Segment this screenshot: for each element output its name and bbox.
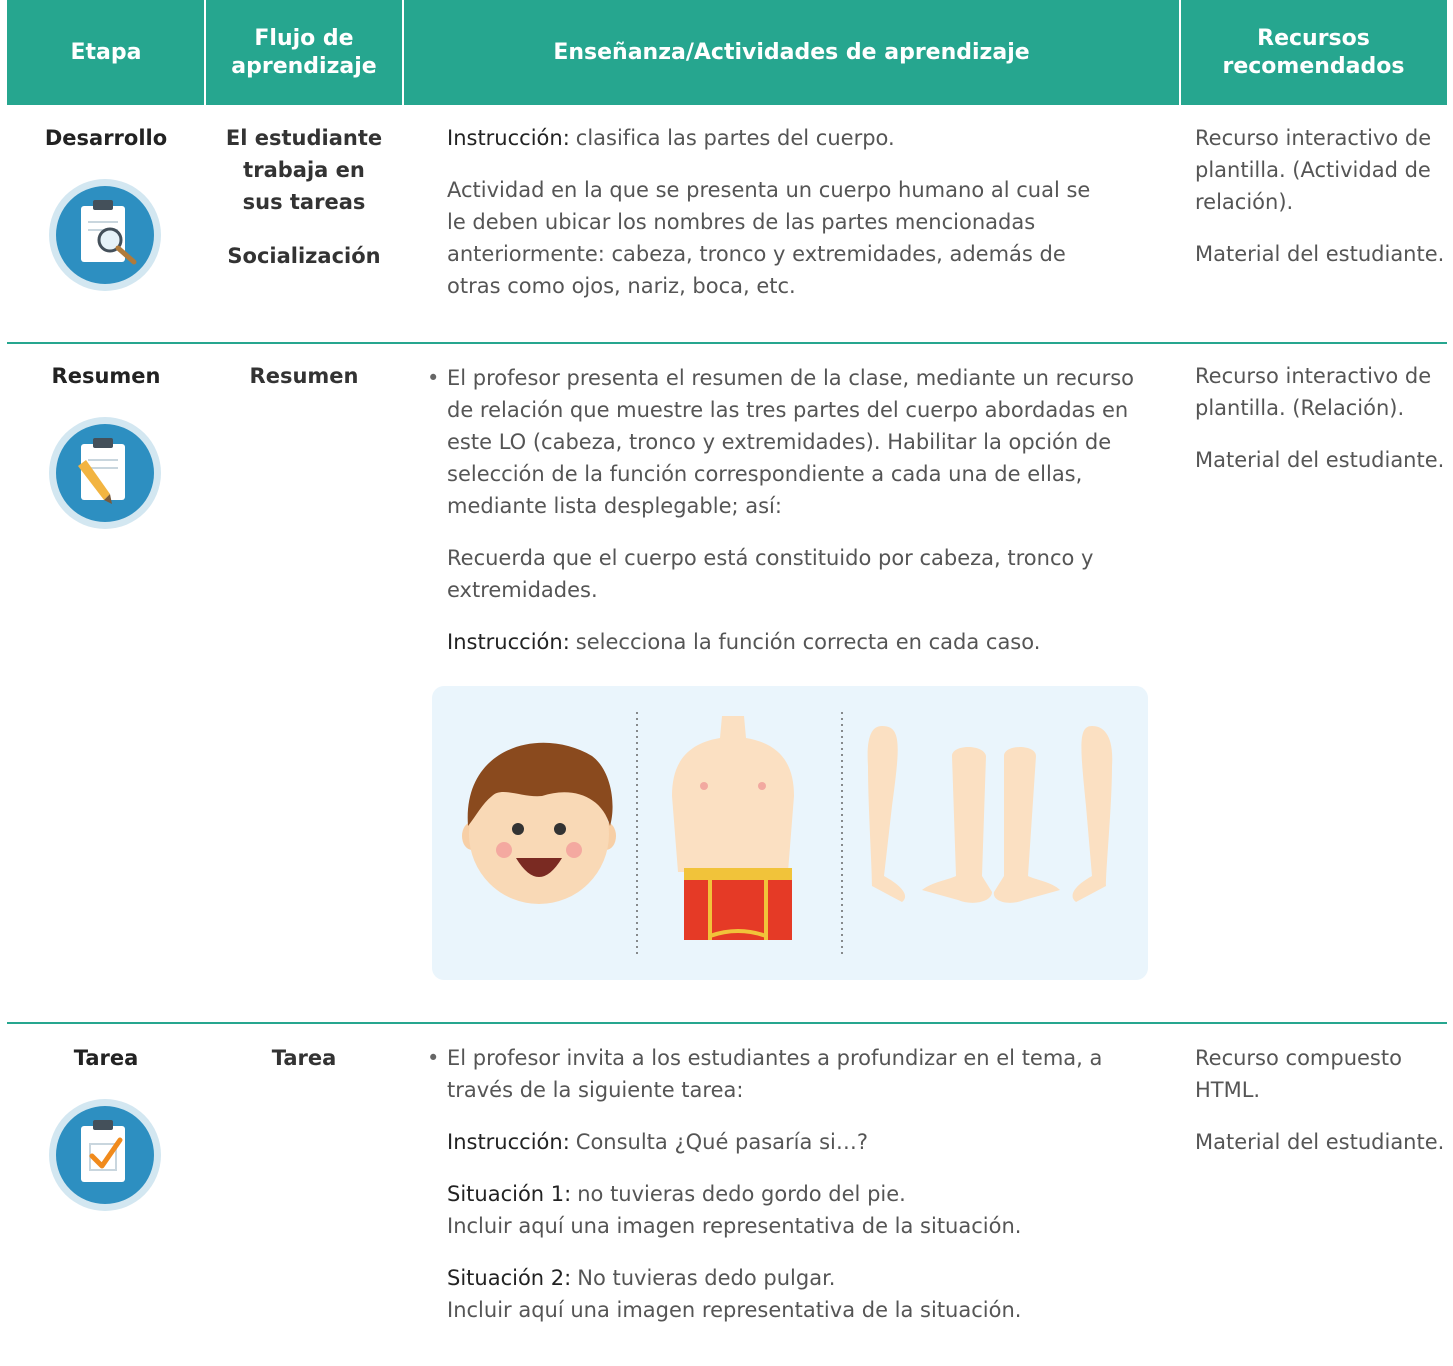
body-parts-illustration bbox=[432, 686, 1148, 980]
paragraph: Recuerda que el cuerpo está constituido … bbox=[447, 546, 1094, 602]
resource: Recurso compuesto HTML. bbox=[1195, 1046, 1402, 1102]
flow-item: Tarea bbox=[271, 1046, 337, 1070]
header-cell: Flujo de aprendizaje bbox=[231, 25, 377, 79]
label: Instrucción: bbox=[447, 126, 570, 150]
row-divider bbox=[7, 1022, 1447, 1024]
flow-item: Resumen bbox=[249, 364, 359, 388]
flow-item: El estudiante trabaja en sus tareas bbox=[225, 126, 383, 214]
text: clasifica las partes del cuerpo. bbox=[575, 126, 895, 150]
flow: El estudiante trabaja en sus tareas Soci… bbox=[205, 122, 403, 294]
resource: Recurso interactivo de plantilla. (Relac… bbox=[1195, 364, 1432, 420]
bullet: El profesor invita a los estudiantes a p… bbox=[427, 1042, 1159, 1106]
text: selecciona la función correcta en cada c… bbox=[575, 630, 1041, 654]
stage-icon bbox=[49, 179, 161, 291]
paragraph: Instrucción: selecciona la función correc… bbox=[447, 626, 1159, 658]
divider bbox=[204, 0, 206, 105]
bullet-list: El profesor invita a los estudiantes a p… bbox=[427, 1042, 1159, 1106]
header-cell: Enseñanza/Actividades de aprendizaje bbox=[553, 39, 1030, 65]
text: no tuvieras dedo gordo del pie. bbox=[577, 1182, 906, 1206]
resource: Material del estudiante. bbox=[1195, 242, 1445, 266]
paragraph: Instrucción: Consulta ¿Qué pasaría si…? bbox=[447, 1126, 1159, 1158]
note: Incluir aquí una imagen representativa d… bbox=[447, 1298, 1022, 1322]
stage-icon bbox=[49, 1099, 161, 1211]
label: Instrucción: bbox=[447, 630, 570, 654]
resource: Material del estudiante. bbox=[1195, 1130, 1445, 1154]
paragraph: Situación 2: No tuvieras dedo pulgar. Incl… bbox=[447, 1262, 1159, 1326]
stage: Desarrollo bbox=[44, 126, 168, 150]
stage: Tarea bbox=[73, 1046, 139, 1070]
divider bbox=[1179, 0, 1181, 105]
label: Situación 2: bbox=[447, 1266, 572, 1290]
table-header: Etapa Flujo de aprendizaje Enseñanza/Act… bbox=[7, 0, 1447, 105]
activities: Instrucción: clasifica las partes del cue… bbox=[447, 122, 1159, 322]
flow-item: Socialización bbox=[227, 244, 381, 268]
paragraph: Actividad en la que se presenta un cuerp… bbox=[447, 178, 1091, 298]
paragraph: Instrucción: clasifica las partes del cue… bbox=[447, 122, 1159, 154]
resource: Material del estudiante. bbox=[1195, 448, 1445, 472]
resources: Recurso interactivo de plantilla. (Activ… bbox=[1195, 122, 1445, 290]
header-cell: Recursos recomendados bbox=[1222, 25, 1405, 79]
bullet: El profesor presenta el resumen de la cl… bbox=[427, 362, 1159, 522]
text: No tuvieras dedo pulgar. bbox=[577, 1266, 836, 1290]
paragraph: Situación 1: no tuvieras dedo gordo del p… bbox=[447, 1178, 1159, 1242]
flow: Resumen bbox=[205, 360, 403, 414]
flow: Tarea bbox=[205, 1042, 403, 1096]
bullet-list: El profesor presenta el resumen de la cl… bbox=[427, 362, 1159, 522]
row-divider bbox=[7, 342, 1447, 344]
stage-icon bbox=[49, 417, 161, 529]
header-cell: Etapa bbox=[70, 39, 142, 65]
label: Situación 1: bbox=[447, 1182, 572, 1206]
activities: El profesor invita a los estudiantes a p… bbox=[427, 1042, 1159, 1346]
activities: El profesor presenta el resumen de la cl… bbox=[427, 362, 1159, 678]
resources: Recurso interactivo de plantilla. (Relac… bbox=[1195, 360, 1445, 496]
note: Incluir aquí una imagen representativa d… bbox=[447, 1214, 1022, 1238]
divider bbox=[402, 0, 404, 105]
text: Consulta ¿Qué pasaría si…? bbox=[575, 1130, 868, 1154]
stage: Resumen bbox=[51, 364, 161, 388]
resource: Recurso interactivo de plantilla. (Activ… bbox=[1195, 126, 1432, 214]
resources: Recurso compuesto HTML. Material del est… bbox=[1195, 1042, 1445, 1178]
label: Instrucción: bbox=[447, 1130, 570, 1154]
